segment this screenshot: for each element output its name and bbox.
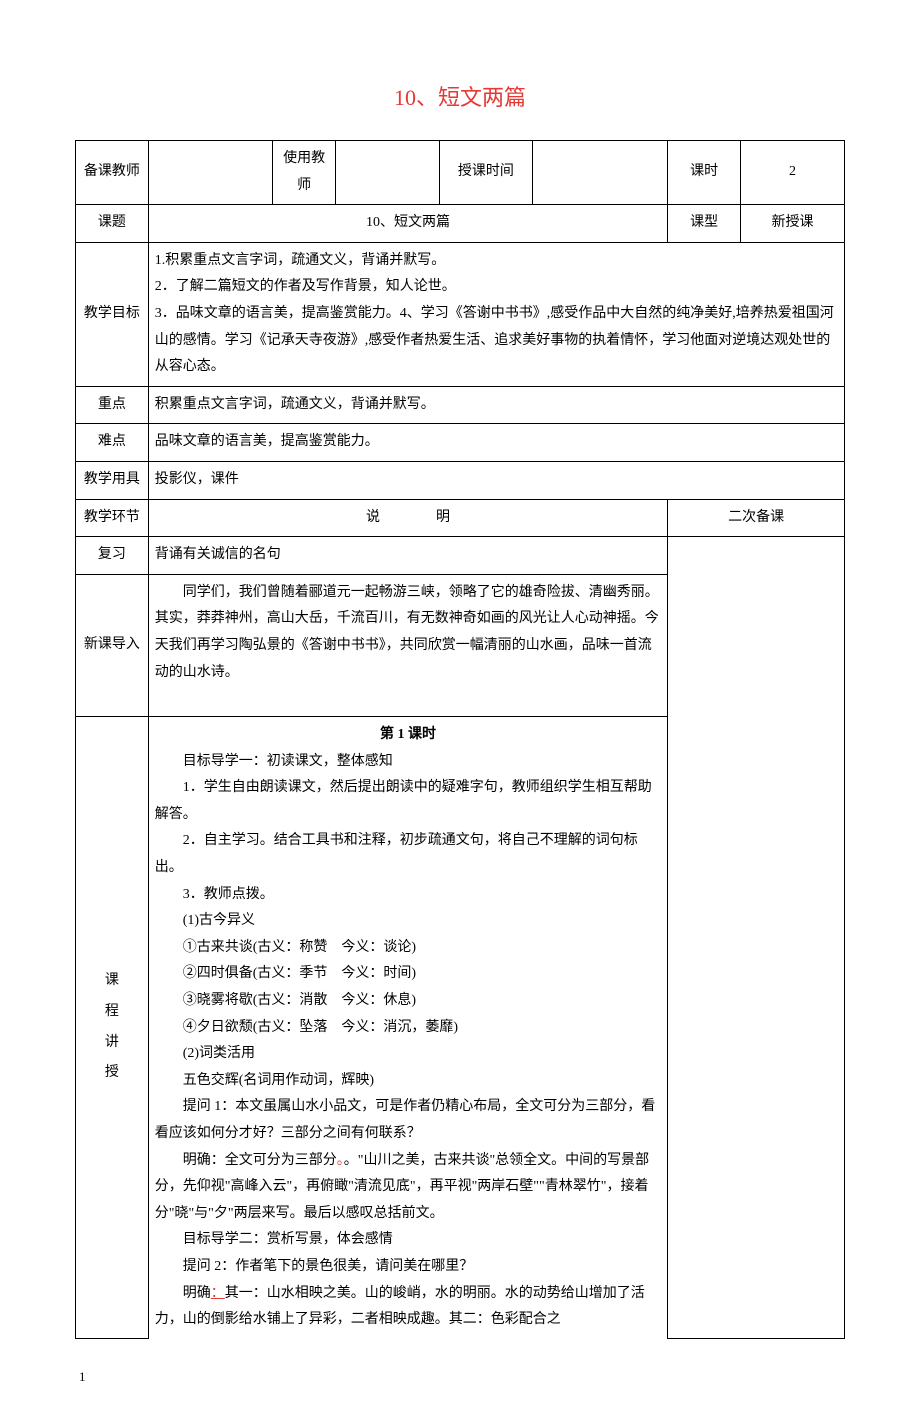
table-row: 教学环节 说 明 二次备课 [76,499,845,537]
table-row: 重点 积累重点文言字词，疏通文义，背诵并默写。 [76,386,845,424]
lecture-mingque2: 明确：其一：山水相映之美。山的峻峭，水的明丽。水的动势给山增加了活力，山的倒影给… [155,1281,662,1334]
red-underline-colon: ： [211,1286,225,1301]
table-row: 教学用具 投影仪，课件 [76,461,845,499]
lecture-label: 课 程 讲 授 [76,717,149,1339]
keypoint-label: 重点 [76,386,149,424]
env-center: 说 明 [148,499,668,537]
table-row: 教学目标 1.积累重点文言字词，疏通文义，背诵并默写。 2．了解二篇短文的作者及… [76,242,845,386]
topic-label: 课题 [76,205,149,243]
lecture-line: 目标导学二：赏析写景，体会感情 [155,1227,662,1254]
lecture-line: (1)古今异义 [155,908,662,935]
difficulty-label: 难点 [76,424,149,462]
review-label: 复习 [76,537,149,575]
lecture-line: (2)词类活用 [155,1041,662,1068]
lecture-line: 提问 1：本文虽属山水小品文，可是作者仍精心布局，全文可分为三部分，看看应该如何… [155,1094,662,1147]
keypoint-text: 积累重点文言字词，疏通文义，背诵并默写。 [148,386,844,424]
intro-text-content: 同学们，我们曾随着郦道元一起畅游三峡，领略了它的雄奇险拔、清幽秀丽。其实，莽莽神… [155,585,659,680]
teach-time-value [533,141,668,205]
env-label: 教学环节 [76,499,149,537]
lecture-label-char: 讲 [105,1035,119,1050]
topic-value: 10、短文两篇 [148,205,668,243]
goals-text: 1.积累重点文言字词，疏通文义，背诵并默写。 2．了解二篇短文的作者及写作背景，… [148,242,844,386]
lecture-line: 目标导学一：初读课文，整体感知 [155,749,662,776]
secondary-prep-cell [668,537,845,1339]
lecture-line: 提问 2：作者笔下的景色很美，请问美在哪里？ [155,1254,662,1281]
lecture-label-char: 程 [105,1004,119,1019]
table-row: 难点 品味文章的语言美，提高鉴赏能力。 [76,424,845,462]
type-value: 新授课 [741,205,845,243]
page-number: 1 [75,1369,845,1385]
period-title: 第 1 课时 [155,722,662,749]
tools-text: 投影仪，课件 [148,461,844,499]
table-row: 复习 背诵有关诚信的名句 [76,537,845,575]
lecture-line: ③晓雾将歇(古义：消散 今义：休息) [155,988,662,1015]
period-label: 课时 [668,141,741,205]
lecture-line: ②四时俱备(古义：季节 今义：时间) [155,961,662,988]
mingque2-rest: 其一：山水相映之美。山的峻峭，水的明丽。水的动势给山增加了活力，山的倒影给水铺上… [155,1286,645,1328]
lecture-label-char: 课 [105,973,119,988]
lesson-plan-table: 备课教师 使用教师 授课时间 课时 2 课题 10、短文两篇 课型 新授课 教学… [75,140,845,1339]
mingque1-prefix: 明确：全文可分为三部分 [183,1153,337,1168]
use-teacher-value [335,141,439,205]
use-teacher-label: 使用教师 [273,141,335,205]
lecture-line: 3．教师点拨。 [155,882,662,909]
table-row: 课题 10、短文两篇 课型 新授课 [76,205,845,243]
period-value: 2 [741,141,845,205]
lecture-line: ④夕日欲颓(古义：坠落 今义：消沉，萎靡) [155,1015,662,1042]
lecture-line: 2．自主学习。结合工具书和注释，初步疏通文句，将自己不理解的词句标出。 [155,828,662,881]
intro-text: 同学们，我们曾随着郦道元一起畅游三峡，领略了它的雄奇险拔、清幽秀丽。其实，莽莽神… [148,574,668,716]
lecture-line: ①古来共谈(古义：称赞 今义：谈论) [155,935,662,962]
prep-teacher-label: 备课教师 [76,141,149,205]
table-row: 备课教师 使用教师 授课时间 课时 2 [76,141,845,205]
red-dot-icon: 。 [337,1153,344,1168]
type-label: 课型 [668,205,741,243]
difficulty-text: 品味文章的语言美，提高鉴赏能力。 [148,424,844,462]
lecture-line: 1．学生自由朗读课文，然后提出朗读中的疑难字句，教师组织学生相互帮助解答。 [155,775,662,828]
teach-time-label: 授课时间 [439,141,533,205]
lecture-mingque1: 明确：全文可分为三部分。。"山川之美，古来共谈"总领全文。中间的写景部分，先仰视… [155,1148,662,1228]
goals-label: 教学目标 [76,242,149,386]
review-text: 背诵有关诚信的名句 [148,537,668,575]
env-right-label: 二次备课 [668,499,845,537]
prep-teacher-value [148,141,273,205]
lecture-label-char: 授 [105,1065,119,1080]
page-title: 10、短文两篇 [75,80,845,112]
lecture-body: 第 1 课时 目标导学一：初读课文，整体感知 1．学生自由朗读课文，然后提出朗读… [148,717,668,1339]
lecture-line: 五色交辉(名词用作动词，辉映) [155,1068,662,1095]
mingque2-prefix: 明确 [183,1286,211,1301]
tools-label: 教学用具 [76,461,149,499]
intro-label: 新课导入 [76,574,149,716]
